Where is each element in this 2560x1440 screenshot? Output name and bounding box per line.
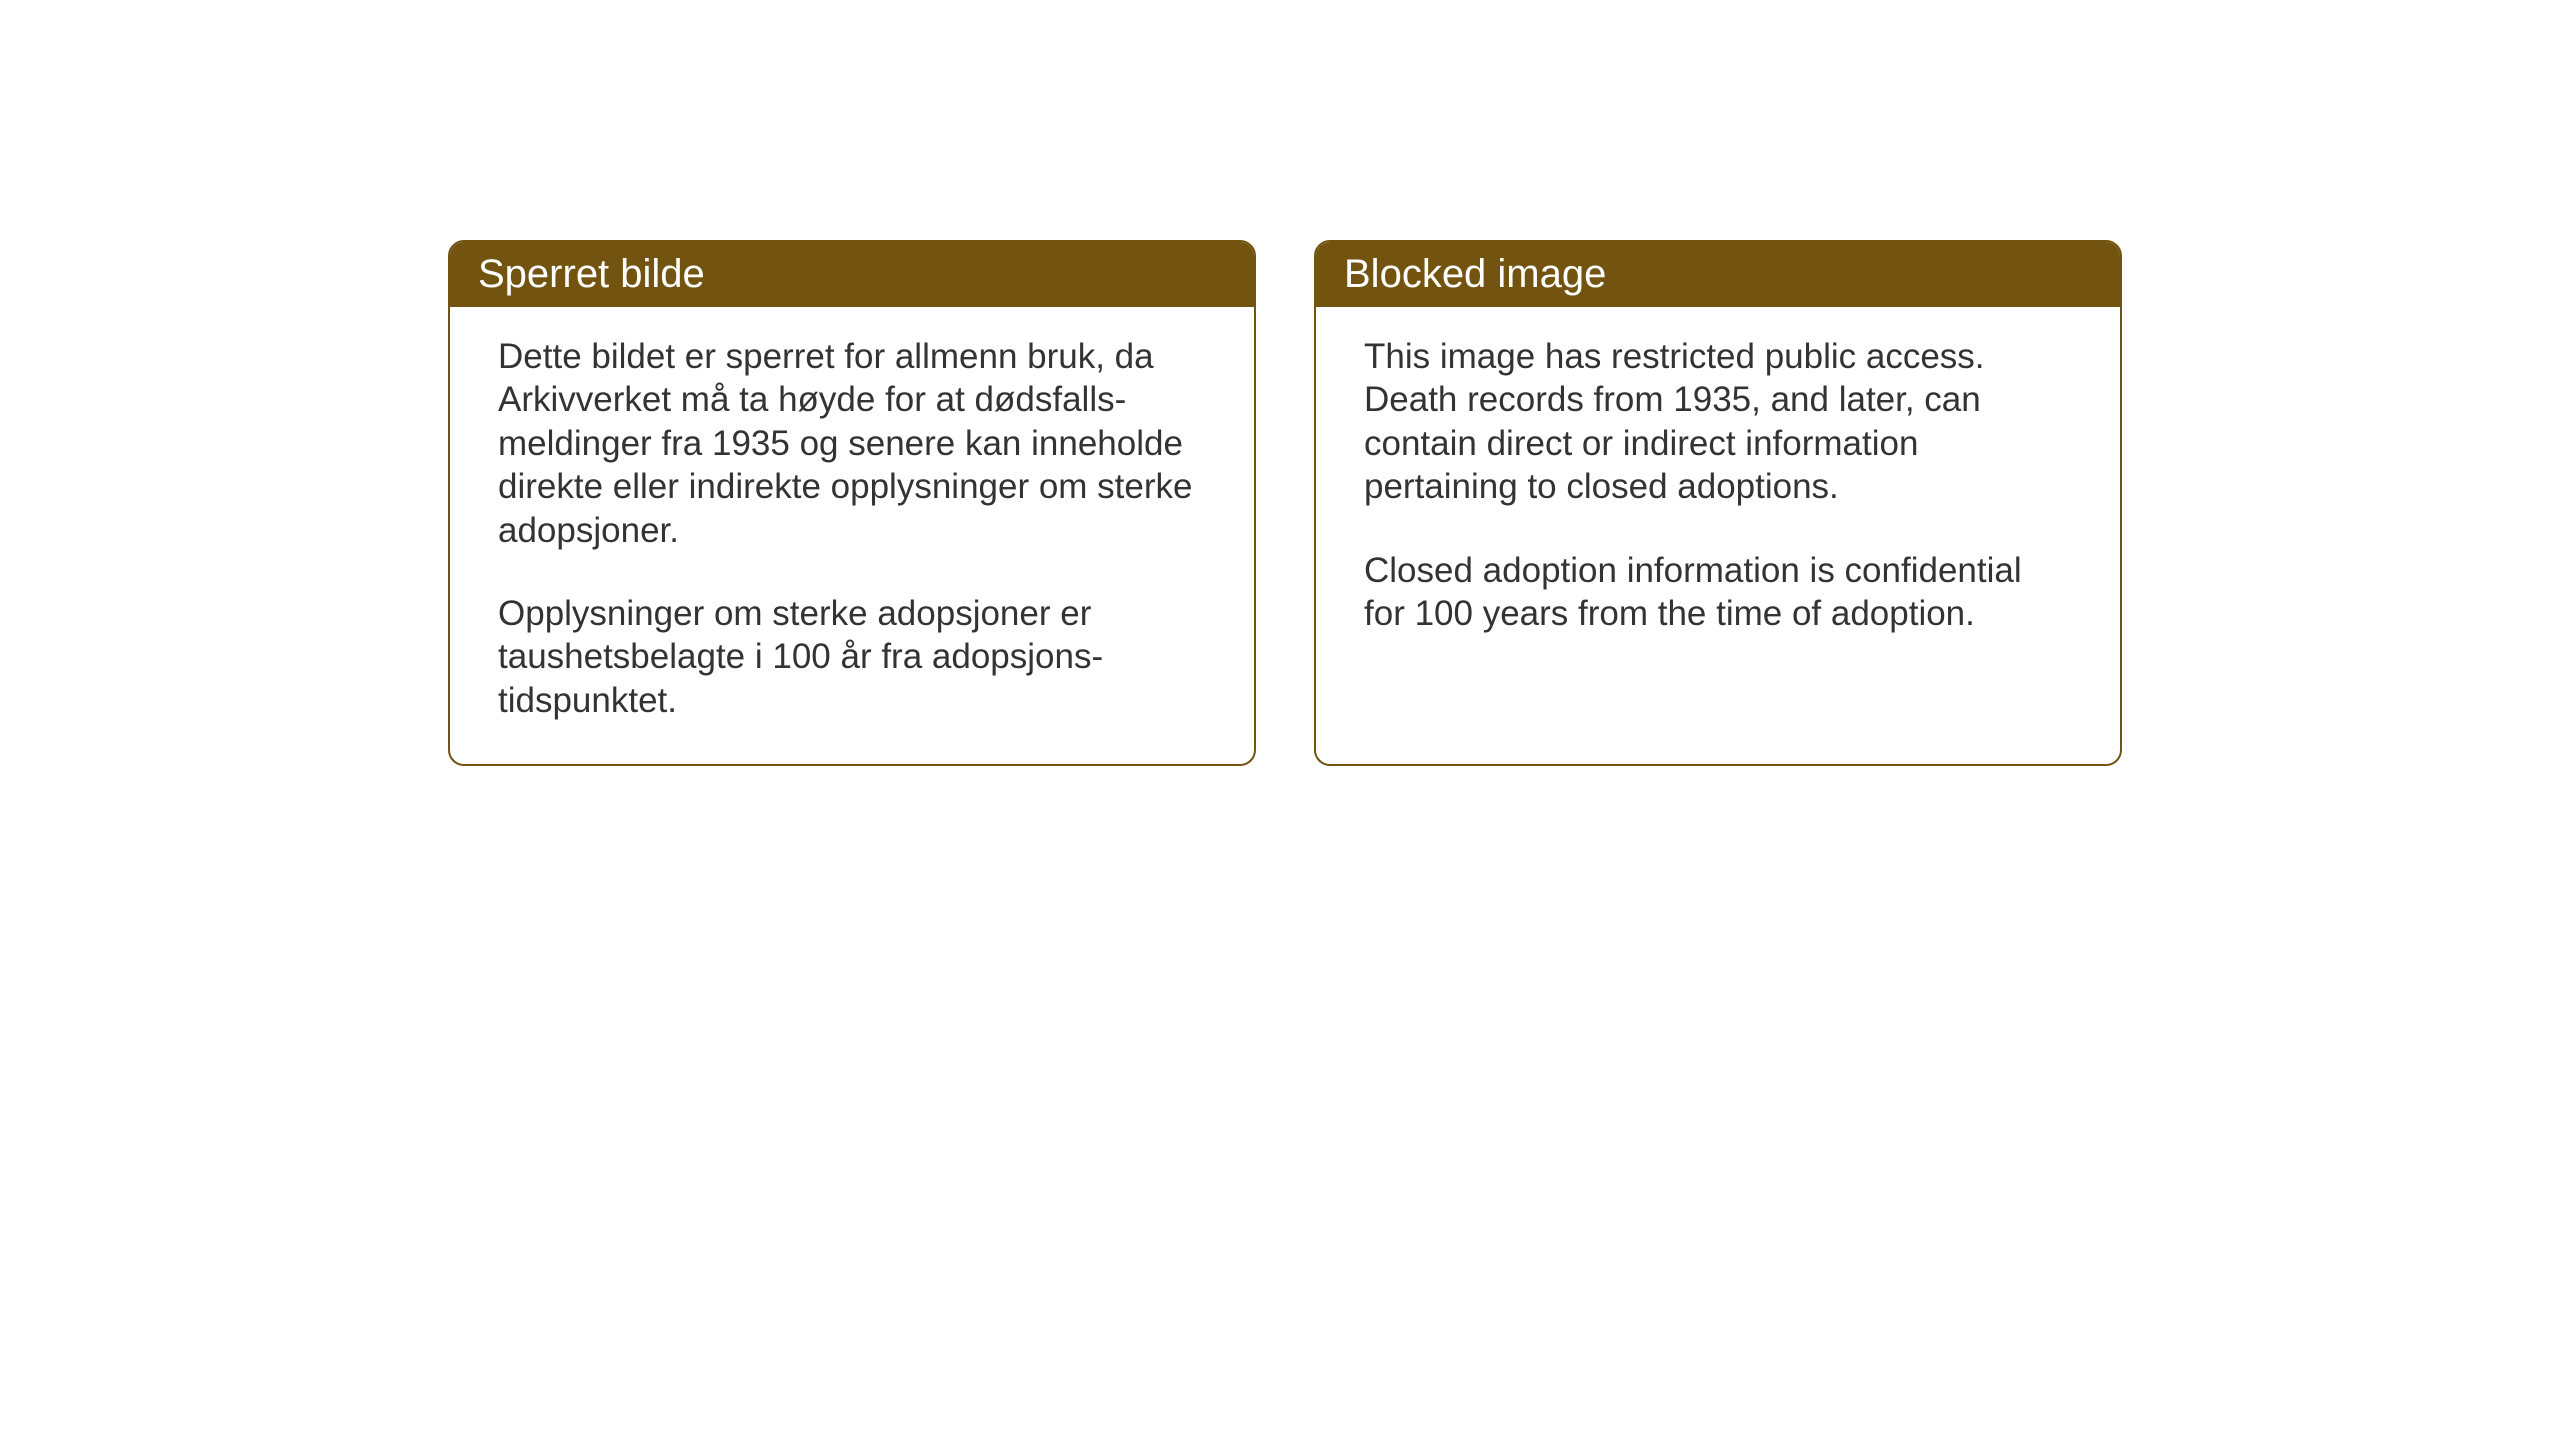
- norwegian-notice-card: Sperret bilde Dette bildet er sperret fo…: [448, 240, 1256, 766]
- norwegian-card-title: Sperret bilde: [450, 242, 1254, 307]
- english-card-title: Blocked image: [1316, 242, 2120, 307]
- english-paragraph-2: Closed adoption information is confident…: [1364, 549, 2072, 636]
- english-paragraph-1: This image has restricted public access.…: [1364, 335, 2072, 509]
- english-card-body: This image has restricted public access.…: [1316, 307, 2120, 677]
- notice-container: Sperret bilde Dette bildet er sperret fo…: [448, 240, 2122, 766]
- norwegian-paragraph-2: Opplysninger om sterke adopsjoner er tau…: [498, 592, 1206, 722]
- norwegian-paragraph-1: Dette bildet er sperret for allmenn bruk…: [498, 335, 1206, 552]
- norwegian-card-body: Dette bildet er sperret for allmenn bruk…: [450, 307, 1254, 764]
- english-notice-card: Blocked image This image has restricted …: [1314, 240, 2122, 766]
